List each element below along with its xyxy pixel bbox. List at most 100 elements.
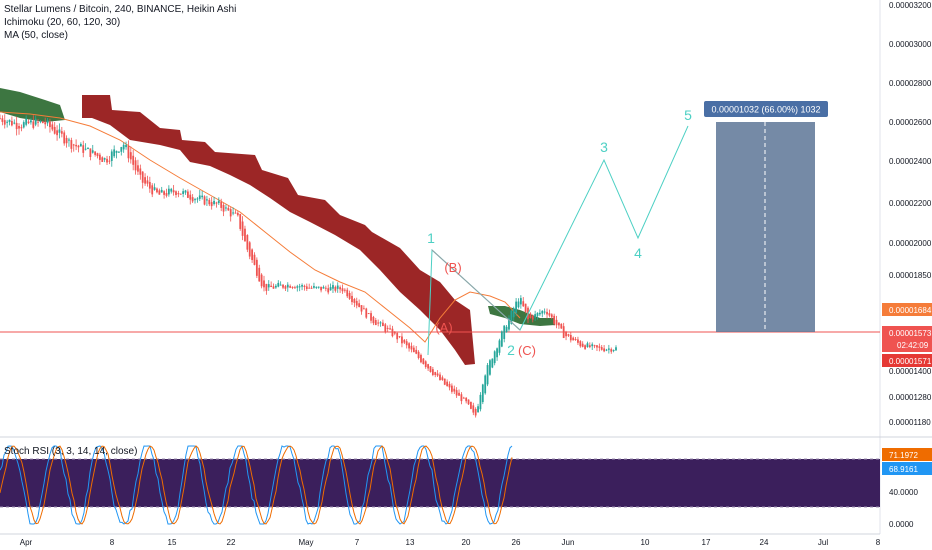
candle-body <box>558 322 560 326</box>
ma-legend[interactable]: MA (50, close) <box>4 30 68 41</box>
candle-body <box>524 303 527 312</box>
candle-body <box>284 286 287 289</box>
wave-label-B[interactable]: (B) <box>444 260 461 275</box>
candle-body <box>308 287 311 289</box>
wave-label-C[interactable]: (C) <box>518 343 536 358</box>
candle-body <box>215 202 218 204</box>
candle-body <box>522 301 525 307</box>
candle-body <box>389 328 391 330</box>
candle-body <box>122 144 125 150</box>
rsi-k-value: 71.1972 <box>889 451 918 460</box>
candle-body <box>465 397 468 402</box>
price-label: 0.00002600 <box>889 118 932 127</box>
candle-body <box>479 394 482 410</box>
candle-body <box>498 340 501 353</box>
candle-body <box>569 334 572 341</box>
ichimoku-legend[interactable]: Ichimoku (20, 60, 120, 30) <box>4 17 121 28</box>
candle-body <box>194 199 196 201</box>
price-label: 0.00002400 <box>889 157 932 166</box>
candle-body <box>125 144 127 148</box>
candle-body <box>443 378 446 385</box>
wave-label-2[interactable]: 2 <box>507 342 515 358</box>
time-label: 15 <box>168 538 177 547</box>
candle-body <box>113 149 116 157</box>
candle-body <box>472 405 475 413</box>
candle-body <box>225 207 227 209</box>
candle-body <box>248 242 251 257</box>
candle-body <box>360 305 363 312</box>
candle-body <box>351 295 353 303</box>
candle-body <box>27 121 30 124</box>
candle-body <box>141 171 144 183</box>
candle-body <box>127 146 130 159</box>
candle-body <box>101 157 104 162</box>
time-label: 26 <box>512 538 521 547</box>
symbol-title[interactable]: Stellar Lumens / Bitcoin, 240, BINANCE, … <box>4 4 237 15</box>
candle-body <box>156 188 158 193</box>
candle-body <box>270 285 273 287</box>
candle-body <box>401 336 403 344</box>
candle-body <box>603 348 606 352</box>
time-label: Apr <box>20 538 33 547</box>
rsi-title: Stoch RSI (3, 3, 14, 14, close) <box>4 446 138 457</box>
candle-body <box>291 286 294 288</box>
candle-body <box>22 122 25 128</box>
impulse-wave-path[interactable] <box>427 125 689 356</box>
candles <box>0 114 617 418</box>
candle-body <box>427 364 430 369</box>
candle-body <box>206 199 208 201</box>
wave-label-1[interactable]: 1 <box>427 230 435 246</box>
candle-body <box>253 254 256 265</box>
candle-body <box>405 341 408 346</box>
candle-body <box>313 286 315 288</box>
candle-body <box>305 286 308 289</box>
candle-body <box>298 286 301 288</box>
candle-body <box>460 394 463 402</box>
time-axis[interactable]: Apr 8 15 22 May 7 13 20 26 Jun 10 17 24 … <box>20 538 881 547</box>
candle-body <box>467 399 470 405</box>
candle-body <box>512 308 515 318</box>
candle-body <box>87 148 89 150</box>
wave-label-A[interactable]: (A) <box>435 320 452 335</box>
candle-body <box>115 150 118 153</box>
candle-body <box>586 343 589 348</box>
candle-body <box>279 284 282 286</box>
candle-body <box>496 348 498 358</box>
candle-body <box>584 345 586 349</box>
candle-body <box>339 287 342 290</box>
candle-body <box>365 308 368 318</box>
rsi-legend[interactable]: Stoch RSI (3, 3, 14, 14, close) <box>4 446 137 457</box>
candle-body <box>232 212 234 214</box>
candle-body <box>615 347 617 351</box>
ichimoku-cloud-bearish <box>82 95 475 365</box>
candle-body <box>267 284 270 288</box>
wave-label-3[interactable]: 3 <box>600 139 608 155</box>
target-label-box <box>704 101 828 117</box>
candle-body <box>538 312 541 315</box>
time-label: May <box>298 538 313 547</box>
wave-label-4[interactable]: 4 <box>634 245 642 261</box>
candle-body <box>98 154 101 160</box>
candle-body <box>227 207 230 211</box>
candle-body <box>191 197 194 202</box>
candle-body <box>263 280 265 288</box>
ichimoku-cloud-bullish-right <box>488 306 555 326</box>
candle-body <box>422 358 425 365</box>
candle-body <box>355 300 358 306</box>
candle-body <box>572 337 575 341</box>
candle-body <box>346 289 349 297</box>
candle-body <box>120 147 123 152</box>
wave-label-5[interactable]: 5 <box>684 107 692 123</box>
candle-body <box>177 193 180 195</box>
candle-body <box>607 348 610 350</box>
candle-body <box>596 345 598 348</box>
candle-body <box>474 408 477 416</box>
candle-body <box>167 188 170 195</box>
candle-body <box>30 120 32 123</box>
candle-body <box>68 139 70 141</box>
candle-body <box>358 303 361 307</box>
candle-body <box>196 198 199 200</box>
candle-body <box>18 125 20 129</box>
candle-body <box>374 320 377 326</box>
